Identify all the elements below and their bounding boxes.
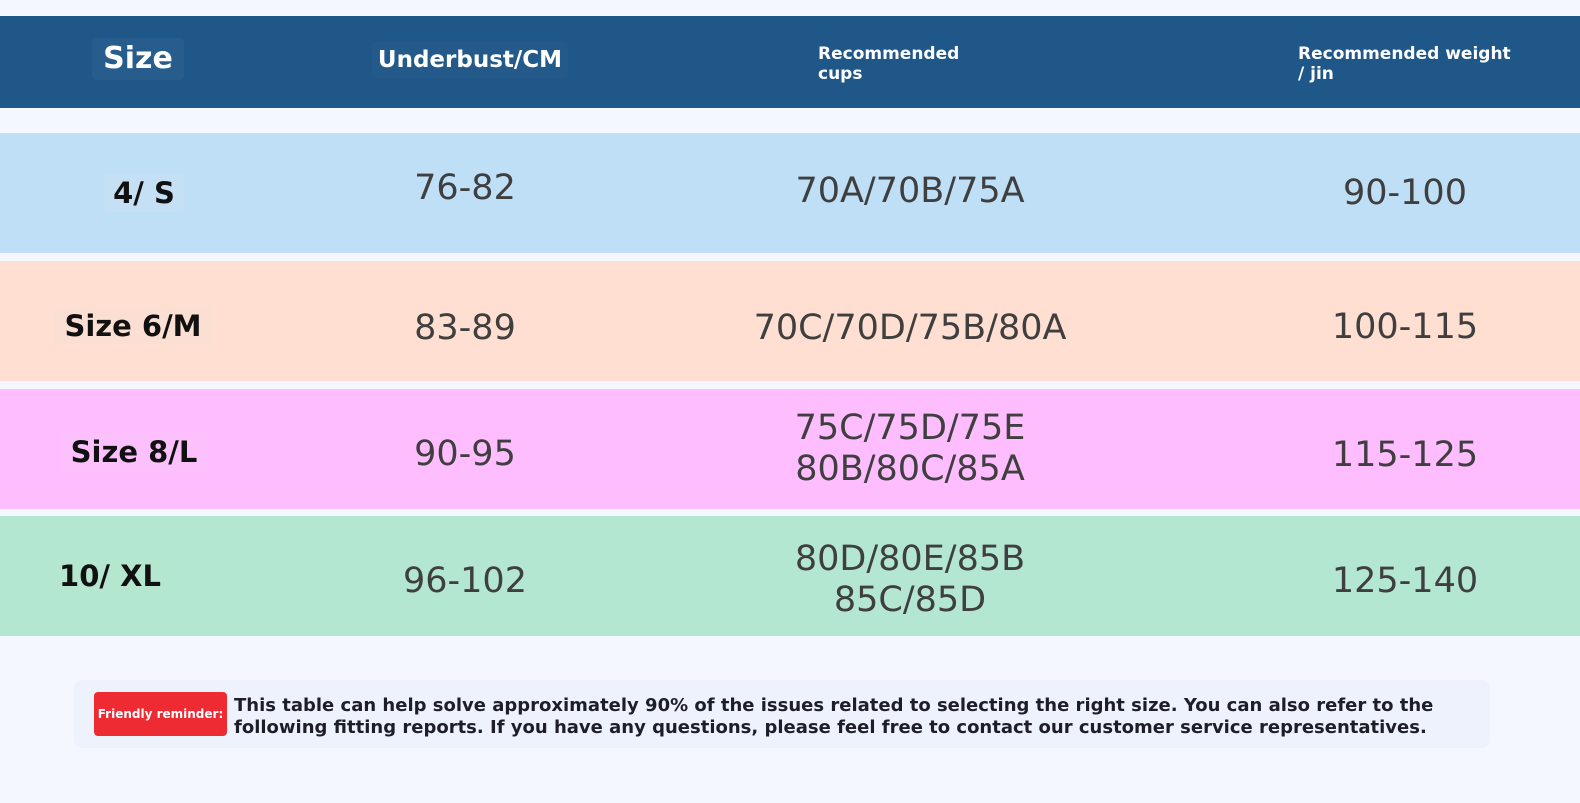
weight-column-header: Recommended weight / jin — [1298, 44, 1511, 84]
size-row-large: Size 8/L 90-95 75C/75D/75E 80B/80C/85A 1… — [0, 389, 1580, 509]
friendly-reminder-box: Friendly reminder: This table can help s… — [74, 680, 1490, 748]
cups-value: 80D/80E/85B 85C/85D — [794, 539, 1026, 620]
reminder-line-1: This table can help solve approximately … — [234, 695, 1434, 716]
size-row-small: 4/ S 76-82 70A/70B/75A 90-100 — [0, 133, 1580, 253]
underbust-column-header: Underbust/CM — [372, 42, 568, 78]
cups-value: 75C/75D/75E 80B/80C/85A — [794, 408, 1026, 489]
size-label: 4/ S — [103, 174, 185, 212]
underbust-value: 83-89 — [414, 308, 516, 348]
cups-column-header: Recommended cups — [818, 44, 960, 84]
friendly-reminder-badge: Friendly reminder: — [94, 692, 227, 736]
size-row-xl: 10/ XL 96-102 80D/80E/85B 85C/85D 125-14… — [0, 516, 1580, 636]
weight-value: 125-140 — [1331, 561, 1479, 601]
underbust-value: 76-82 — [414, 168, 516, 208]
weight-value: 115-125 — [1331, 435, 1479, 475]
underbust-value: 96-102 — [403, 561, 527, 601]
size-row-medium: Size 6/M 83-89 70C/70D/75B/80A 100-115 — [0, 261, 1580, 381]
size-label: Size 6/M — [54, 307, 212, 345]
size-label: 10/ XL — [49, 557, 171, 595]
size-column-header: Size — [92, 38, 184, 80]
underbust-value: 90-95 — [414, 434, 516, 474]
weight-value: 90-100 — [1343, 173, 1467, 213]
friendly-reminder-text: This table can help solve approximately … — [234, 695, 1464, 739]
reminder-line-2: following fitting reports. If you have a… — [234, 717, 1427, 738]
table-header: Size Underbust/CM Recommended cups Recom… — [0, 16, 1580, 108]
weight-value: 100-115 — [1331, 307, 1479, 347]
cups-value: 70A/70B/75A — [795, 170, 1025, 211]
cups-value: 70C/70D/75B/80A — [753, 307, 1067, 348]
size-label: Size 8/L — [60, 433, 208, 471]
